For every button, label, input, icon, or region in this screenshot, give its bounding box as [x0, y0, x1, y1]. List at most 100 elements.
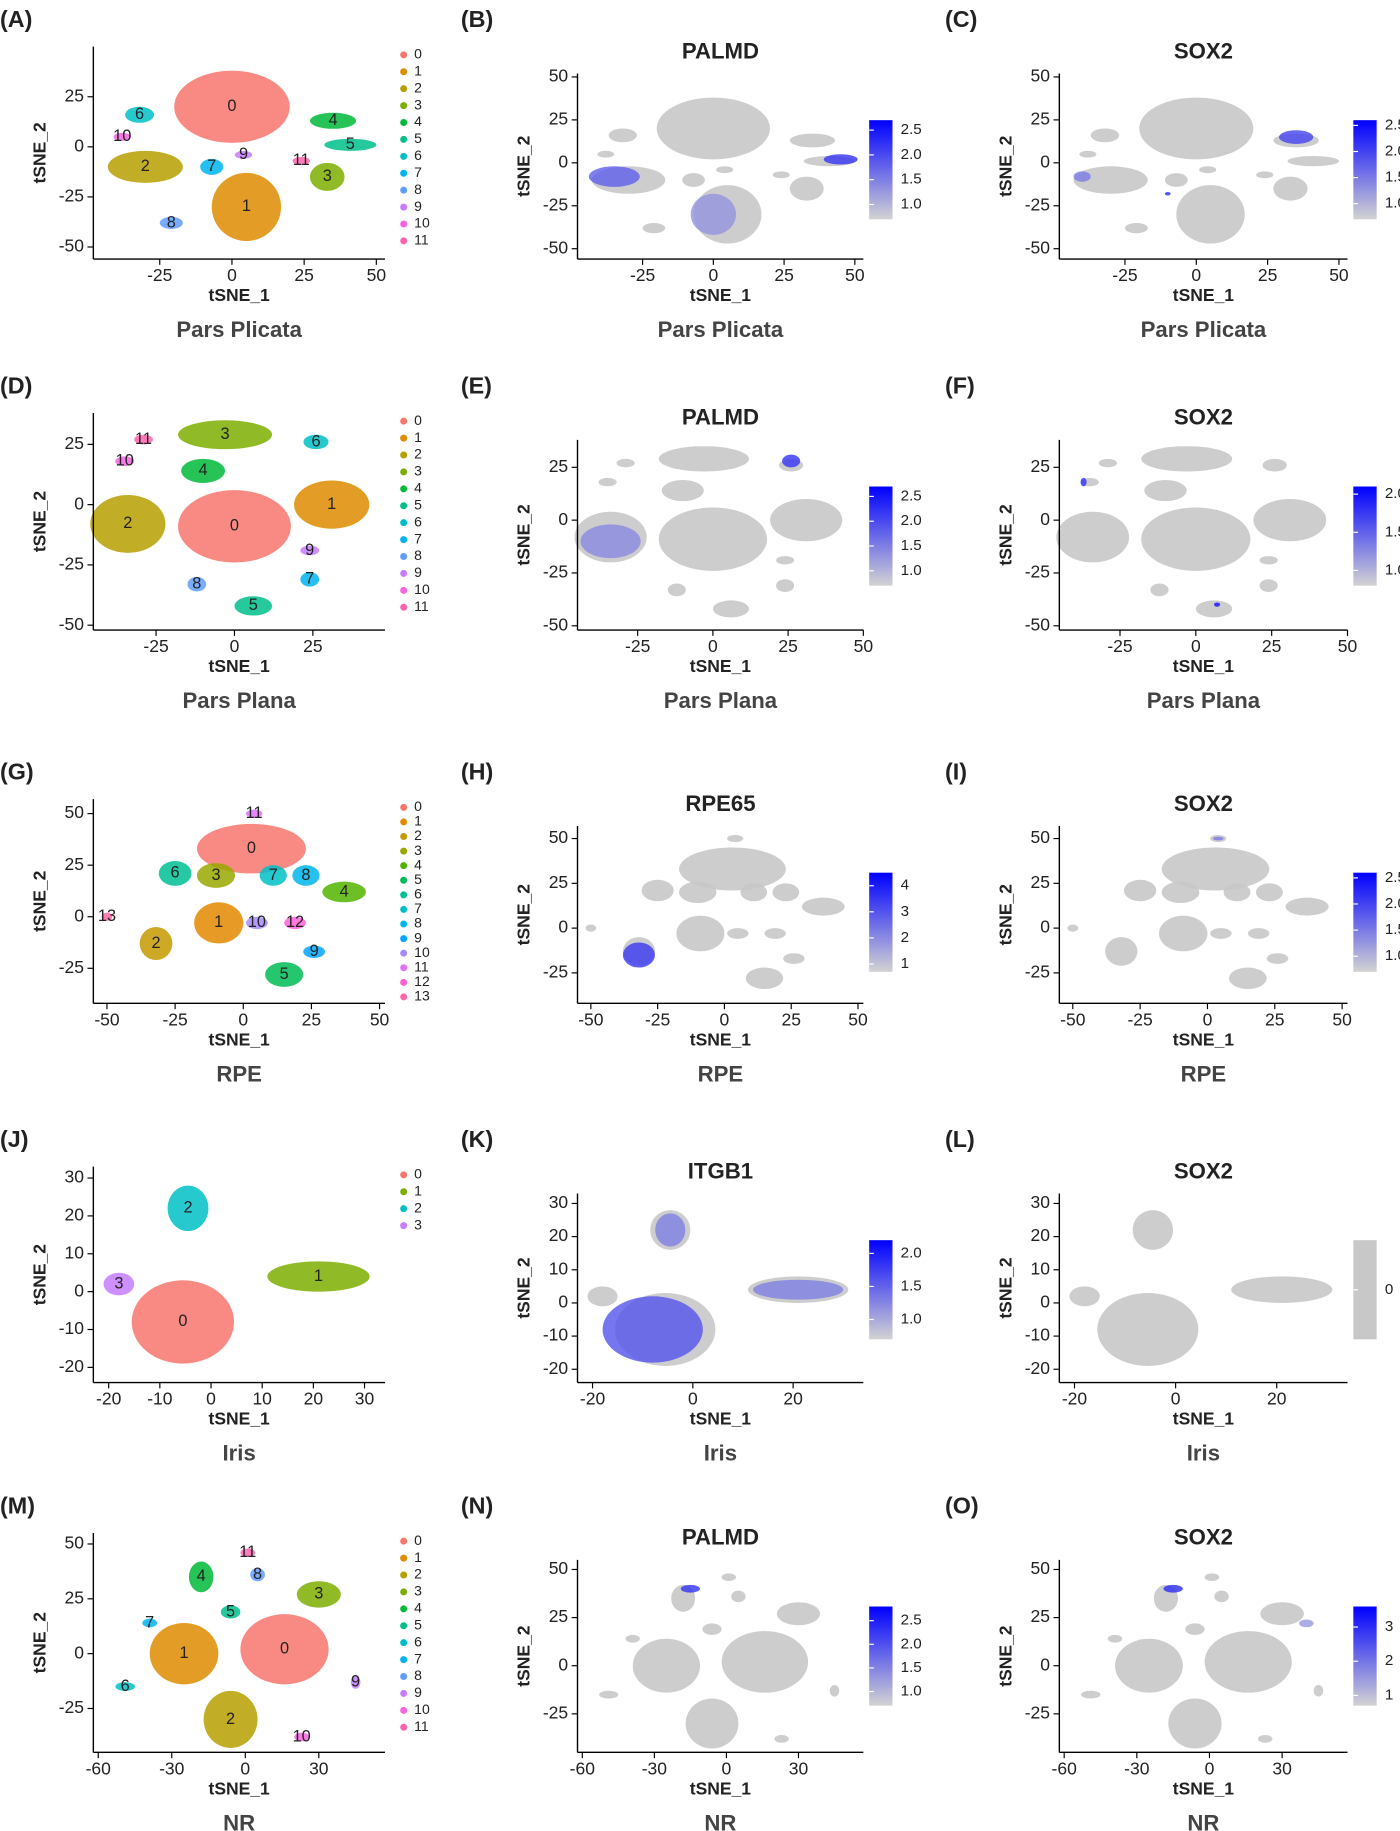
cell-background — [642, 222, 666, 234]
cell-background — [1214, 1590, 1229, 1603]
cell-background — [1266, 953, 1289, 964]
cluster-label: 5 — [346, 135, 355, 153]
colorbar — [869, 120, 893, 220]
x-tick-label: 0 — [1205, 1758, 1215, 1778]
legend-key — [400, 135, 408, 143]
legend-key — [400, 1605, 408, 1613]
cell-background — [625, 1634, 640, 1643]
gene-title: PALMD — [682, 405, 759, 430]
cell-background — [661, 479, 704, 502]
legend-label: 9 — [414, 929, 422, 945]
legend-key — [400, 119, 408, 127]
legend-key — [400, 1205, 408, 1213]
x-tick-label: 25 — [294, 265, 313, 285]
y-tick-label: -25 — [59, 1697, 84, 1717]
colorbar-label: 2.5 — [1385, 869, 1400, 886]
cluster-label: 5 — [249, 596, 258, 614]
y-axis-label: tSNE_2 — [29, 491, 49, 553]
cluster — [167, 1185, 209, 1232]
expression — [1073, 171, 1091, 182]
x-tick-label: 20 — [783, 1389, 803, 1409]
colorbar-label: 2.0 — [1385, 142, 1400, 159]
legend-label: 0 — [414, 798, 422, 814]
colorbar-label: 1.0 — [901, 1683, 922, 1700]
cell-background — [1223, 883, 1251, 902]
legend-key — [400, 1588, 408, 1596]
x-tick-label: 0 — [708, 265, 718, 285]
gene-title: PALMD — [682, 1525, 759, 1550]
cell-background — [1256, 171, 1274, 179]
colorbar — [869, 486, 893, 586]
panel-subtitle: Pars Plana — [1147, 688, 1261, 713]
y-tick-label: -25 — [543, 194, 568, 214]
cell-background — [727, 834, 744, 843]
cell-background — [1158, 915, 1208, 952]
gene-title: SOX2 — [1174, 1158, 1233, 1183]
y-tick-label: 0 — [74, 135, 84, 155]
y-tick-label: 10 — [549, 1258, 569, 1278]
y-tick-label: 30 — [549, 1192, 569, 1212]
x-tick-label: -25 — [1107, 636, 1132, 656]
x-tick-label: 25 — [302, 1009, 321, 1029]
legend-key — [400, 803, 408, 811]
cluster — [292, 865, 320, 886]
cell-background — [1247, 928, 1270, 939]
legend-label: 7 — [414, 164, 422, 180]
y-tick-label: -50 — [59, 236, 85, 256]
legend-label: 1 — [414, 62, 422, 78]
y-tick-label: 0 — [74, 905, 84, 925]
x-tick-label: -30 — [642, 1758, 668, 1778]
cluster — [284, 916, 306, 930]
x-tick-label: -25 — [645, 1009, 670, 1029]
legend-label: 0 — [414, 46, 422, 62]
y-tick-label: 10 — [1031, 1258, 1051, 1278]
x-axis-label: tSNE_1 — [1173, 656, 1235, 676]
y-tick-label: -50 — [59, 614, 85, 634]
legend-key — [400, 603, 408, 611]
x-tick-label: 0 — [230, 636, 240, 656]
cell-background — [598, 477, 617, 487]
cluster-label: 9 — [310, 942, 319, 960]
y-tick-label: 30 — [65, 1167, 85, 1187]
y-tick-label: 25 — [65, 85, 84, 105]
y-tick-label: 25 — [1031, 1606, 1050, 1626]
cluster-label: 3 — [211, 866, 220, 884]
cluster — [181, 458, 226, 483]
y-tick-label: 25 — [549, 456, 568, 476]
x-tick-label: 50 — [1329, 265, 1349, 285]
legend-label: 8 — [414, 181, 422, 197]
cell-background — [1287, 155, 1339, 167]
x-tick-label: 25 — [778, 636, 797, 656]
colorbar-label: 1.0 — [1385, 561, 1400, 578]
cluster — [294, 1732, 310, 1742]
x-tick-label: -10 — [147, 1389, 173, 1409]
y-axis-label: tSNE_2 — [29, 122, 49, 184]
x-tick-label: 50 — [367, 265, 387, 285]
cell-background — [1313, 1684, 1324, 1697]
x-axis-label: tSNE_1 — [690, 1408, 752, 1428]
cell-background — [783, 953, 805, 964]
legend-key — [400, 186, 408, 194]
legend-label: 0 — [414, 1532, 422, 1548]
expression — [588, 166, 640, 187]
legend-key — [400, 1571, 408, 1579]
cluster-label: 6 — [135, 105, 144, 123]
cluster — [303, 434, 329, 450]
colorbar-label: 3 — [901, 903, 909, 920]
colorbar-label: 1.5 — [901, 1277, 922, 1294]
cluster-label: 6 — [171, 864, 180, 882]
y-tick-label: 50 — [549, 827, 569, 847]
y-tick-label: 50 — [549, 1558, 569, 1578]
cluster — [178, 420, 273, 450]
y-tick-label: -25 — [59, 186, 84, 206]
legend-label: 10 — [414, 581, 430, 597]
cluster — [245, 809, 263, 818]
cluster-label: 5 — [226, 1602, 235, 1620]
cluster-label: 9 — [305, 541, 314, 559]
x-tick-label: 50 — [1338, 636, 1358, 656]
cluster-label: 0 — [247, 839, 256, 857]
cell-background — [789, 176, 824, 201]
cell-background — [801, 897, 845, 916]
cell-background — [1204, 1573, 1220, 1582]
